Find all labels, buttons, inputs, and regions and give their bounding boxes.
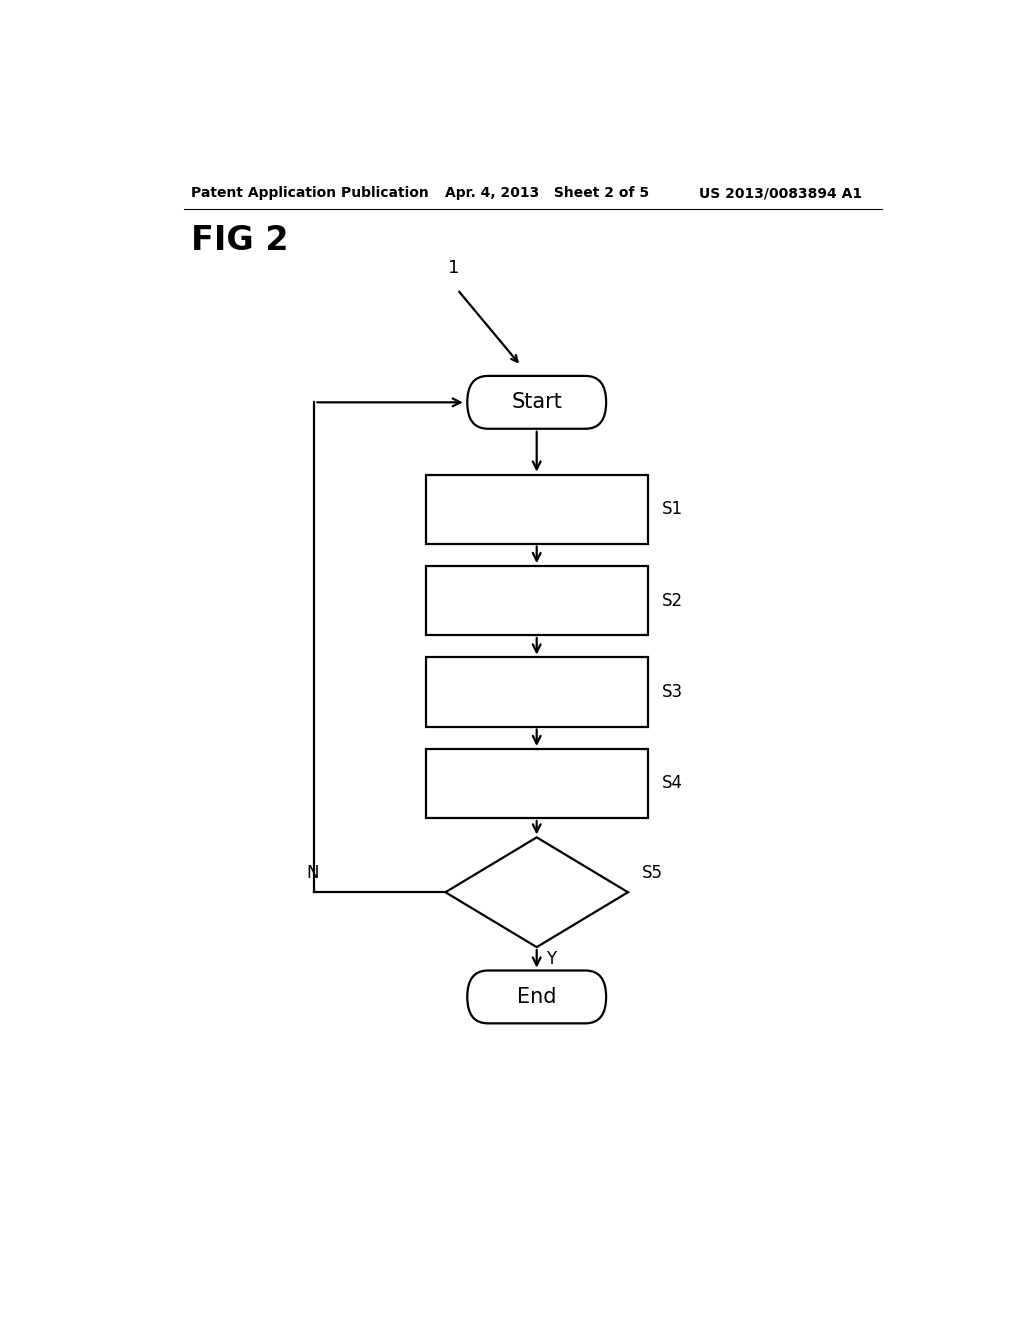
Bar <box>426 566 648 635</box>
Text: S2: S2 <box>663 591 683 610</box>
Polygon shape <box>445 837 628 948</box>
Text: Y: Y <box>546 950 556 968</box>
Text: 1: 1 <box>447 259 459 277</box>
Text: S4: S4 <box>663 775 683 792</box>
Text: Start: Start <box>511 392 562 412</box>
Bar <box>426 657 648 726</box>
Bar <box>426 748 648 818</box>
FancyBboxPatch shape <box>467 970 606 1023</box>
Text: US 2013/0083894 A1: US 2013/0083894 A1 <box>699 186 862 201</box>
Text: End: End <box>517 987 556 1007</box>
Text: S3: S3 <box>663 682 683 701</box>
Text: Patent Application Publication: Patent Application Publication <box>191 186 429 201</box>
Bar <box>426 474 648 544</box>
FancyBboxPatch shape <box>467 376 606 429</box>
Text: S5: S5 <box>642 865 664 882</box>
Text: S1: S1 <box>663 500 683 517</box>
Text: Apr. 4, 2013   Sheet 2 of 5: Apr. 4, 2013 Sheet 2 of 5 <box>445 186 649 201</box>
Text: FIG 2: FIG 2 <box>191 224 289 257</box>
Text: N: N <box>306 865 318 882</box>
